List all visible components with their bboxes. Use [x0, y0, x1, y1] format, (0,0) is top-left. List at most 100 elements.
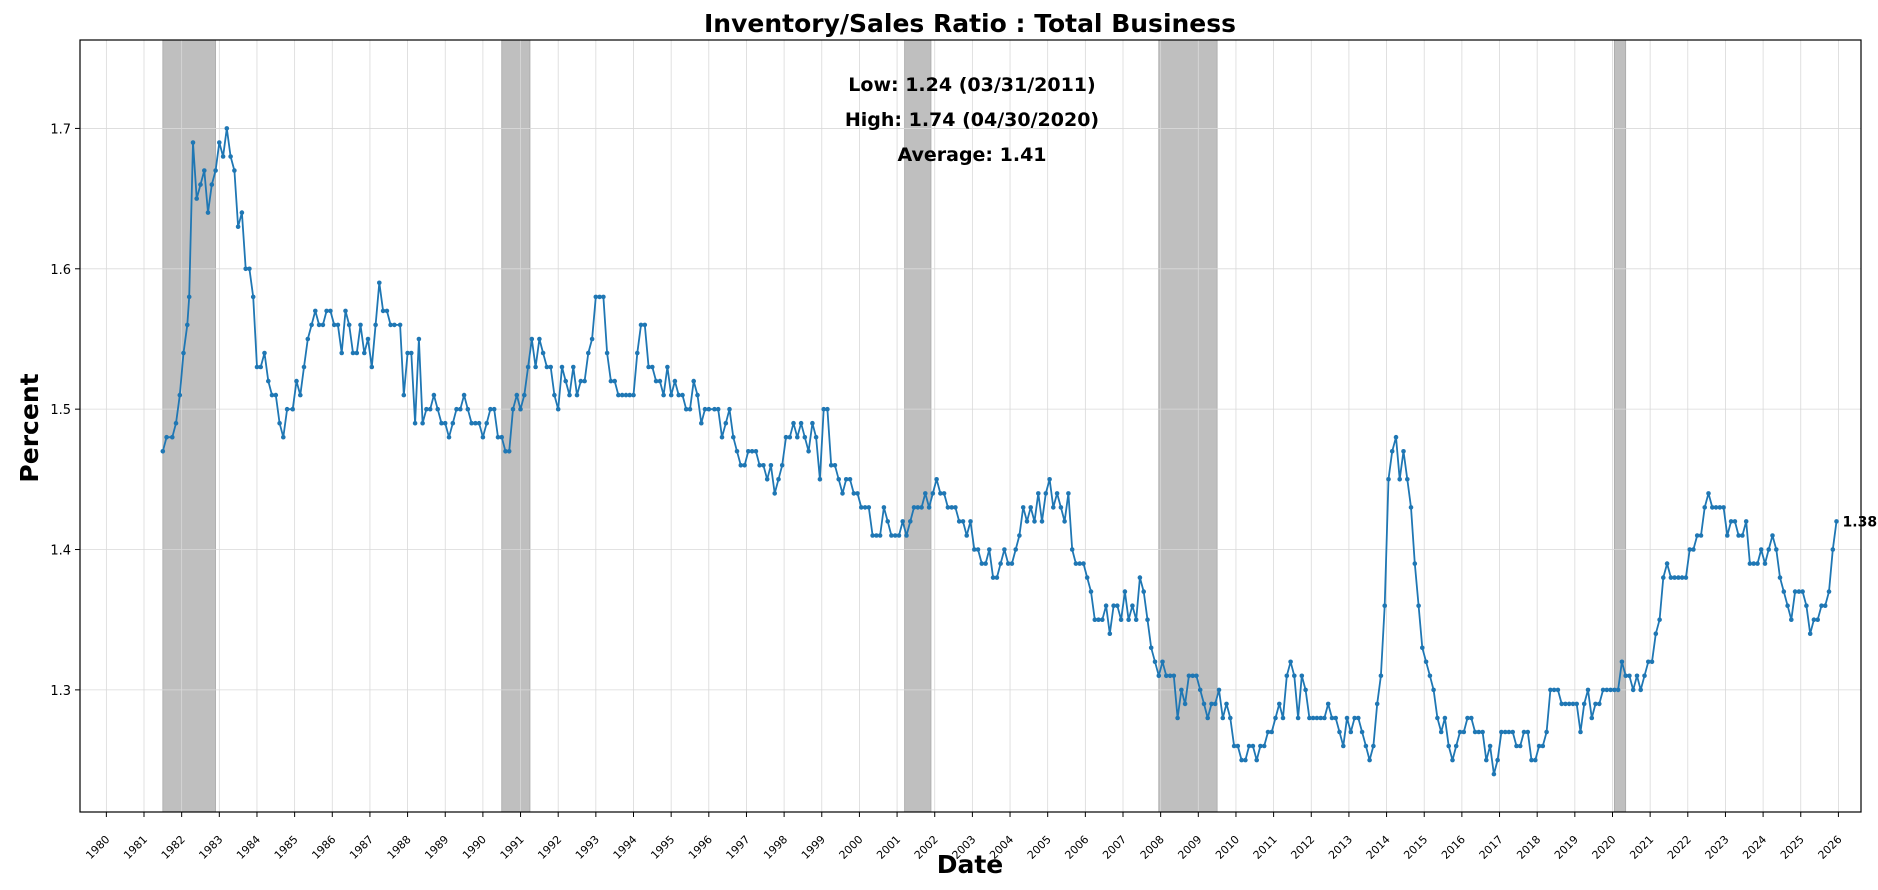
data-point — [461, 392, 467, 398]
data-point — [908, 519, 913, 524]
data-point — [1725, 533, 1730, 538]
data-point — [589, 336, 595, 342]
data-point — [1164, 673, 1169, 679]
data-point — [1337, 729, 1342, 735]
data-point — [1228, 715, 1233, 721]
data-point — [691, 378, 696, 384]
data-point — [843, 477, 849, 482]
data-point — [1676, 575, 1681, 580]
data-point — [776, 477, 781, 482]
data-point — [362, 350, 367, 356]
data-point — [228, 154, 233, 159]
data-point — [388, 322, 393, 328]
data-point — [990, 575, 996, 580]
data-point — [1804, 603, 1809, 608]
data-point — [956, 519, 962, 524]
data-point — [235, 224, 241, 229]
data-point — [994, 575, 1000, 580]
data-point — [885, 519, 890, 524]
data-point — [525, 364, 531, 370]
data-point — [653, 378, 659, 384]
data-point — [1115, 603, 1120, 608]
data-point — [1438, 729, 1444, 735]
data-point — [779, 463, 785, 468]
data-point — [1740, 533, 1745, 538]
data-point — [650, 364, 655, 370]
data-point — [491, 406, 497, 412]
data-point — [1066, 491, 1071, 496]
data-point — [301, 364, 307, 370]
data-point — [968, 519, 973, 524]
data-point — [548, 364, 553, 370]
data-point — [1054, 491, 1060, 496]
data-point — [350, 350, 356, 356]
data-point — [926, 505, 932, 510]
data-point — [213, 168, 218, 173]
data-point — [273, 392, 279, 398]
data-point — [1638, 687, 1643, 693]
data-point — [1536, 743, 1542, 749]
data-point — [476, 420, 482, 426]
data-point — [1322, 715, 1327, 721]
data-point — [1197, 687, 1203, 693]
data-point — [828, 463, 834, 468]
data-point — [1295, 715, 1301, 721]
data-point — [544, 364, 550, 370]
data-point — [1190, 673, 1195, 679]
data-point — [1148, 645, 1154, 651]
data-point — [469, 420, 474, 426]
data-point — [1751, 561, 1756, 566]
data-point — [177, 392, 183, 398]
data-point — [1277, 701, 1282, 707]
data-point — [1570, 701, 1576, 707]
data-point — [915, 505, 921, 510]
data-point — [1209, 701, 1214, 707]
data-point — [294, 378, 299, 384]
last-value-label: 1.38 — [1843, 514, 1878, 530]
chart-title: Inventory/Sales Ratio : Total Business — [704, 9, 1236, 38]
data-point — [1382, 603, 1387, 608]
data-point — [1344, 715, 1350, 721]
data-point — [904, 533, 909, 538]
data-point — [1024, 519, 1030, 524]
data-point — [1661, 575, 1666, 580]
data-point — [706, 406, 712, 412]
data-point — [1084, 575, 1090, 580]
data-point — [506, 449, 512, 454]
data-point — [503, 449, 508, 454]
data-point — [1480, 729, 1485, 735]
data-point — [186, 294, 192, 300]
data-point — [975, 547, 981, 552]
data-point — [281, 434, 286, 440]
data-point — [1341, 743, 1346, 749]
data-point — [1043, 491, 1049, 496]
data-point — [495, 434, 501, 440]
data-point — [309, 322, 314, 328]
data-point — [373, 322, 378, 328]
data-point — [465, 406, 471, 412]
data-point — [1077, 561, 1082, 566]
data-point — [578, 378, 584, 384]
data-point — [1182, 701, 1188, 707]
data-point — [1581, 701, 1587, 707]
data-point — [764, 477, 770, 482]
data-point — [1122, 589, 1128, 594]
data-point — [1352, 715, 1357, 721]
data-point — [892, 533, 898, 538]
data-point — [1299, 673, 1305, 679]
data-point — [1465, 715, 1470, 721]
data-point — [1619, 659, 1625, 665]
data-point — [1453, 743, 1459, 749]
data-point — [687, 406, 693, 412]
data-point — [1423, 659, 1429, 665]
data-point — [855, 491, 860, 496]
data-point — [313, 308, 318, 314]
data-point — [1152, 659, 1158, 665]
data-point — [1416, 603, 1421, 608]
data-point — [205, 210, 211, 215]
data-point — [1081, 561, 1086, 566]
data-point — [243, 266, 248, 272]
data-point — [1348, 729, 1354, 735]
data-point — [608, 378, 614, 384]
data-point — [380, 308, 386, 314]
